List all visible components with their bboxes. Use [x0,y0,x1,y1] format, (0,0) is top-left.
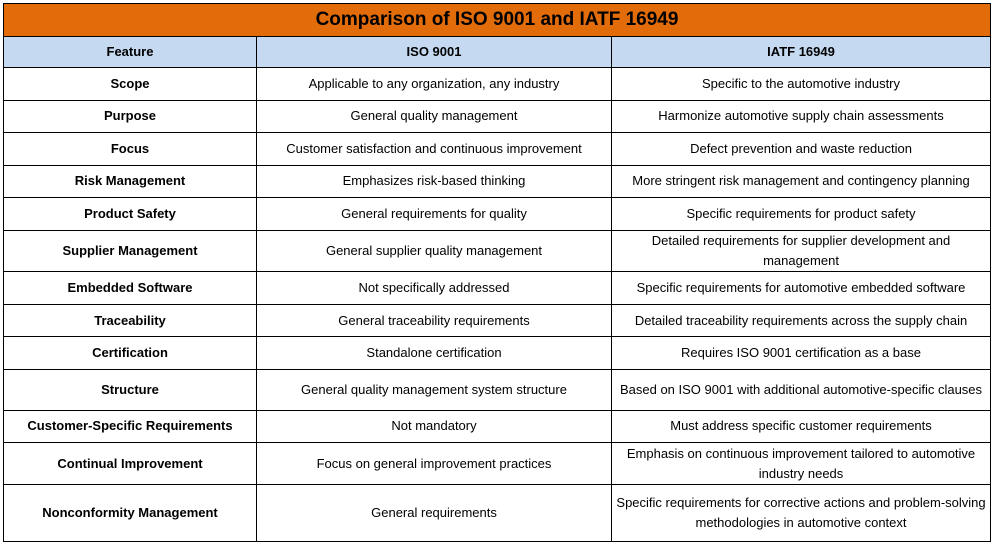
header-feature: Feature [3,35,257,69]
iatf-cell: Emphasis on continuous improvement tailo… [610,442,992,485]
feature-cell: Supplier Management [3,229,257,273]
feature-cell: Nonconformity Management [3,483,257,543]
iatf-cell: Specific requirements for corrective act… [610,483,992,543]
iatf-cell: Specific to the automotive industry [610,67,992,101]
iatf-cell: Based on ISO 9001 with additional automo… [610,368,992,411]
table-row: Certification Standalone certification R… [3,336,992,370]
iso-cell: General requirements for quality [256,197,612,231]
table-row: Continual Improvement Focus on general i… [3,442,992,485]
title-row: Comparison of ISO 9001 and IATF 16949 [2,3,992,37]
table-title: Comparison of ISO 9001 and IATF 16949 [2,3,992,37]
iso-cell: General traceability requirements [256,303,612,338]
table-row: Customer-Specific Requirements Not manda… [3,409,992,444]
table-row: Nonconformity Management General require… [3,483,992,543]
iso-cell: General supplier quality management [256,229,612,273]
iso-cell: General requirements [256,483,612,543]
feature-cell: Customer-Specific Requirements [3,409,257,444]
iso-cell: Applicable to any organization, any indu… [256,67,612,101]
iatf-cell: Detailed requirements for supplier devel… [610,229,992,273]
header-iatf-16949: IATF 16949 [610,35,992,69]
feature-cell: Purpose [3,99,257,134]
iso-cell: Standalone certification [256,336,612,370]
table-row: Focus Customer satisfaction and continuo… [3,132,992,166]
iatf-cell: Specific requirements for product safety [610,197,992,231]
feature-cell: Traceability [3,303,257,338]
table-row: Scope Applicable to any organization, an… [3,67,992,101]
iso-cell: Customer satisfaction and continuous imp… [256,132,612,166]
iso-cell: Focus on general improvement practices [256,442,612,485]
feature-cell: Focus [3,132,257,166]
feature-cell: Risk Management [3,164,257,199]
feature-cell: Scope [3,67,257,101]
table-row: Structure General quality management sys… [3,368,992,411]
iatf-cell: Detailed traceability requirements acros… [610,303,992,338]
feature-cell: Embedded Software [3,271,257,305]
table-row: Purpose General quality management Harmo… [3,99,992,134]
iatf-cell: Specific requirements for automotive emb… [610,271,992,305]
iatf-cell: Defect prevention and waste reduction [610,132,992,166]
iso-cell: Not specifically addressed [256,271,612,305]
table-row: Product Safety General requirements for … [3,197,992,231]
feature-cell: Certification [3,336,257,370]
table-row: Traceability General traceability requir… [3,303,992,338]
iso-cell: Emphasizes risk-based thinking [256,164,612,199]
feature-cell: Structure [3,368,257,411]
table-row: Embedded Software Not specifically addre… [3,271,992,305]
iatf-cell: More stringent risk management and conti… [610,164,992,199]
iatf-cell: Must address specific customer requireme… [610,409,992,444]
iatf-cell: Harmonize automotive supply chain assess… [610,99,992,134]
iso-cell: Not mandatory [256,409,612,444]
table-row: Risk Management Emphasizes risk-based th… [3,164,992,199]
iso-cell: General quality management system struct… [256,368,612,411]
feature-cell: Continual Improvement [3,442,257,485]
header-iso-9001: ISO 9001 [256,35,612,69]
iatf-cell: Requires ISO 9001 certification as a bas… [610,336,992,370]
feature-cell: Product Safety [3,197,257,231]
header-row: Feature ISO 9001 IATF 16949 [3,35,992,69]
comparison-table: Comparison of ISO 9001 and IATF 16949 Fe… [2,3,992,543]
iso-cell: General quality management [256,99,612,134]
table-row: Supplier Management General supplier qua… [3,229,992,273]
